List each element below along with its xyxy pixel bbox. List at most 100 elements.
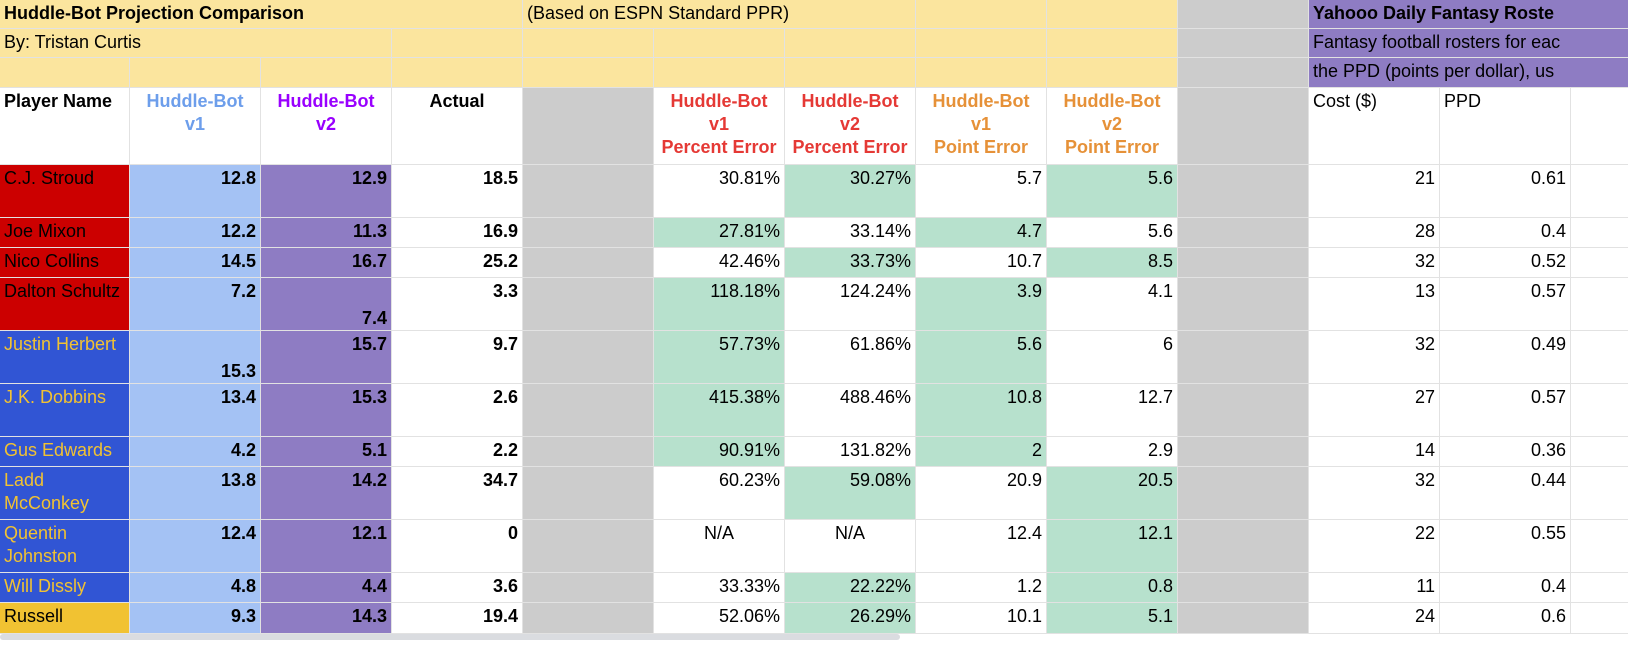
actual-points[interactable]: 2.2	[392, 437, 523, 467]
v2-projection[interactable]: 11.3	[261, 218, 392, 248]
v1-percent-error[interactable]: 118.18%	[654, 278, 785, 331]
header-actual[interactable]: Actual	[392, 88, 523, 165]
v2-projection[interactable]: 15.7	[261, 331, 392, 384]
v2-percent-error[interactable]: 33.14%	[785, 218, 916, 248]
v2-point-error[interactable]: 12.7	[1047, 384, 1178, 437]
cost[interactable]: 11	[1309, 573, 1440, 603]
yahoo-title[interactable]: Yahooo Daily Fantasy Roste	[1309, 0, 1628, 29]
header-player-name[interactable]: Player Name	[0, 88, 130, 165]
empty-cell[interactable]	[1571, 278, 1628, 331]
ppd[interactable]: 0.52	[1440, 248, 1571, 278]
cost[interactable]: 32	[1309, 248, 1440, 278]
empty-cell[interactable]	[1571, 603, 1628, 634]
empty-cell[interactable]	[1571, 384, 1628, 437]
v1-point-error[interactable]: 5.7	[916, 165, 1047, 218]
gray-cell[interactable]	[1178, 573, 1309, 603]
gray-cell[interactable]	[523, 88, 654, 165]
cost[interactable]: 21	[1309, 165, 1440, 218]
header-huddlebot-v2[interactable]: Huddle-Bot v2	[261, 88, 392, 165]
ppd[interactable]: 0.4	[1440, 218, 1571, 248]
ppd[interactable]: 0.36	[1440, 437, 1571, 467]
gray-cell[interactable]	[1178, 384, 1309, 437]
gray-cell[interactable]	[523, 384, 654, 437]
banner-cell[interactable]	[392, 29, 523, 58]
header-cost[interactable]: Cost ($)	[1309, 88, 1440, 165]
player-name[interactable]: Quentin Johnston	[0, 520, 130, 573]
v1-point-error[interactable]: 10.8	[916, 384, 1047, 437]
banner-cell[interactable]	[1047, 58, 1178, 88]
banner-cell[interactable]	[261, 58, 392, 88]
scoring-note[interactable]: (Based on ESPN Standard PPR)	[523, 0, 916, 29]
v1-projection[interactable]: 7.2	[130, 278, 261, 331]
empty-cell[interactable]	[1571, 218, 1628, 248]
ppd[interactable]: 0.44	[1440, 467, 1571, 520]
actual-points[interactable]: 18.5	[392, 165, 523, 218]
gray-cell[interactable]	[1178, 58, 1309, 88]
sheet-author[interactable]: By: Tristan Curtis	[0, 29, 392, 58]
empty-cell[interactable]	[1571, 573, 1628, 603]
v2-projection[interactable]: 15.3	[261, 384, 392, 437]
v1-point-error[interactable]: 12.4	[916, 520, 1047, 573]
player-name[interactable]: Will Dissly	[0, 573, 130, 603]
gray-cell[interactable]	[1178, 467, 1309, 520]
v1-point-error[interactable]: 1.2	[916, 573, 1047, 603]
v1-point-error[interactable]: 2	[916, 437, 1047, 467]
player-name[interactable]: Nico Collins	[0, 248, 130, 278]
v1-percent-error[interactable]: 57.73%	[654, 331, 785, 384]
player-name[interactable]: Joe Mixon	[0, 218, 130, 248]
empty-cell[interactable]	[1571, 467, 1628, 520]
gray-cell[interactable]	[1178, 165, 1309, 218]
banner-cell[interactable]	[916, 58, 1047, 88]
v2-point-error[interactable]: 8.5	[1047, 248, 1178, 278]
v2-projection[interactable]: 5.1	[261, 437, 392, 467]
v1-point-error[interactable]: 4.7	[916, 218, 1047, 248]
v1-projection[interactable]: 13.8	[130, 467, 261, 520]
v2-projection[interactable]: 4.4	[261, 573, 392, 603]
gray-cell[interactable]	[1178, 0, 1309, 29]
player-name[interactable]: Justin Herbert	[0, 331, 130, 384]
v1-point-error[interactable]: 3.9	[916, 278, 1047, 331]
v2-percent-error[interactable]: 30.27%	[785, 165, 916, 218]
actual-points[interactable]: 0	[392, 520, 523, 573]
banner-cell[interactable]	[654, 58, 785, 88]
v2-point-error[interactable]: 12.1	[1047, 520, 1178, 573]
banner-cell[interactable]	[1047, 0, 1178, 29]
gray-cell[interactable]	[523, 437, 654, 467]
yahoo-desc-1[interactable]: Fantasy football rosters for eac	[1309, 29, 1628, 58]
banner-cell[interactable]	[916, 0, 1047, 29]
v1-point-error[interactable]: 10.7	[916, 248, 1047, 278]
actual-points[interactable]: 34.7	[392, 467, 523, 520]
v2-projection[interactable]: 12.9	[261, 165, 392, 218]
banner-cell[interactable]	[1047, 29, 1178, 58]
gray-cell[interactable]	[523, 218, 654, 248]
ppd[interactable]: 0.55	[1440, 520, 1571, 573]
v1-projection[interactable]: 12.8	[130, 165, 261, 218]
cost[interactable]: 27	[1309, 384, 1440, 437]
gray-cell[interactable]	[1178, 520, 1309, 573]
v2-point-error[interactable]: 6	[1047, 331, 1178, 384]
gray-cell[interactable]	[523, 520, 654, 573]
sheet-title[interactable]: Huddle-Bot Projection Comparison	[0, 0, 523, 29]
v2-percent-error[interactable]: 59.08%	[785, 467, 916, 520]
v2-percent-error[interactable]: 26.29%	[785, 603, 916, 634]
actual-points[interactable]: 9.7	[392, 331, 523, 384]
player-name[interactable]: Russell	[0, 603, 130, 634]
v2-percent-error[interactable]: 131.82%	[785, 437, 916, 467]
gray-cell[interactable]	[523, 248, 654, 278]
v1-percent-error[interactable]: 27.81%	[654, 218, 785, 248]
v2-point-error[interactable]: 5.6	[1047, 165, 1178, 218]
empty-cell[interactable]	[1571, 248, 1628, 278]
horizontal-scrollbar[interactable]	[0, 634, 900, 640]
cost[interactable]: 32	[1309, 331, 1440, 384]
banner-cell[interactable]	[523, 29, 654, 58]
actual-points[interactable]: 16.9	[392, 218, 523, 248]
cost[interactable]: 13	[1309, 278, 1440, 331]
ppd[interactable]: 0.57	[1440, 384, 1571, 437]
v1-projection[interactable]: 12.4	[130, 520, 261, 573]
actual-points[interactable]: 2.6	[392, 384, 523, 437]
gray-cell[interactable]	[523, 573, 654, 603]
header-v2-percent-error[interactable]: Huddle-Bot v2 Percent Error	[785, 88, 916, 165]
v2-point-error[interactable]: 5.6	[1047, 218, 1178, 248]
banner-cell[interactable]	[0, 58, 130, 88]
actual-points[interactable]: 19.4	[392, 603, 523, 634]
